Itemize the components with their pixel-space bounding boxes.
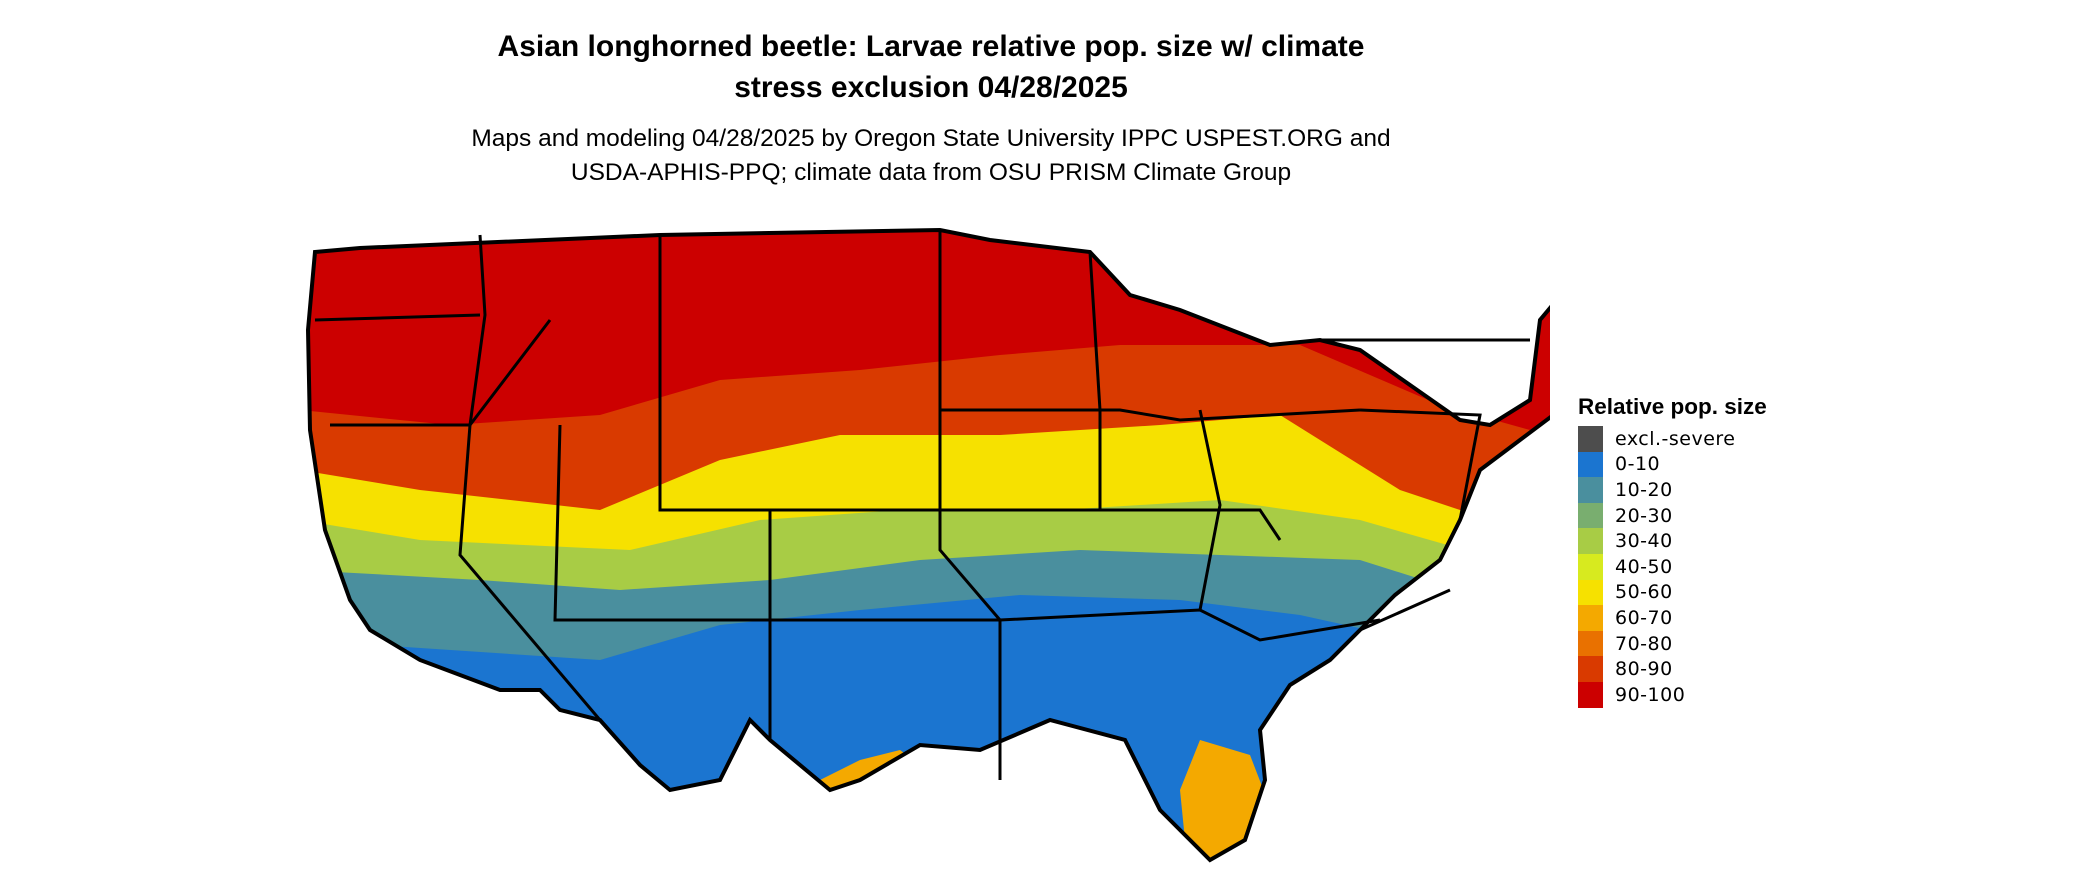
legend-item: 40-50	[1578, 553, 1767, 580]
legend-label: 20-30	[1615, 504, 1673, 527]
legend-items: excl.-severe 0-10 10-20 20-30 30-40 40-50 50-6…	[1578, 426, 1767, 708]
legend-swatch	[1578, 426, 1603, 452]
legend-label: 50-60	[1615, 581, 1673, 604]
legend-item: excl.-severe	[1578, 426, 1767, 452]
legend-label: excl.-severe	[1615, 427, 1736, 450]
legend-label: 10-20	[1615, 478, 1673, 501]
legend-item: 0-10	[1578, 451, 1767, 478]
legend-swatch	[1578, 502, 1603, 529]
legend-item: 50-60	[1578, 579, 1767, 606]
legend-item: 30-40	[1578, 528, 1767, 554]
legend-swatch	[1578, 477, 1603, 503]
legend-label: 30-40	[1615, 530, 1673, 553]
legend-title: Relative pop. size	[1578, 394, 1767, 419]
legend-label: 0-10	[1615, 453, 1661, 476]
climate-raster	[308, 230, 1550, 860]
legend-item: 60-70	[1578, 605, 1767, 631]
map-title-line1: Asian longhorned beetle: Larvae relative…	[497, 30, 1365, 63]
legend-label: 60-70	[1615, 606, 1673, 629]
legend-label: 90-100	[1615, 683, 1686, 706]
legend-item: 10-20	[1578, 477, 1767, 503]
legend-swatch	[1578, 553, 1603, 580]
legend-label: 70-80	[1615, 632, 1673, 655]
legend-swatch	[1578, 579, 1603, 606]
legend-swatch	[1578, 528, 1603, 554]
legend-swatch	[1578, 451, 1603, 478]
legend-swatch	[1578, 656, 1603, 682]
map-title: Asian longhorned beetle: Larvae relative…	[0, 26, 1862, 108]
zone-texas-coast	[770, 750, 960, 860]
legend-item: 90-100	[1578, 681, 1767, 708]
map-subtitle: Maps and modeling 04/28/2025 by Oregon S…	[0, 122, 1862, 190]
legend-swatch	[1578, 681, 1603, 708]
legend-swatch	[1578, 605, 1603, 631]
state-borders	[314, 230, 1530, 780]
map-subtitle-line2: USDA-APHIS-PPQ; climate data from OSU PR…	[570, 159, 1292, 186]
legend-item: 80-90	[1578, 656, 1767, 682]
legend-label: 80-90	[1615, 658, 1673, 681]
map-subtitle-line1: Maps and modeling 04/28/2025 by Oregon S…	[471, 125, 1391, 152]
legend-label: 40-50	[1615, 555, 1673, 578]
us-map	[305, 227, 1550, 863]
legend-item: 20-30	[1578, 502, 1767, 529]
legend: Relative pop. size excl.-severe 0-10 10-20…	[1578, 392, 1767, 708]
legend-swatch	[1578, 630, 1603, 657]
legend-item: 70-80	[1578, 630, 1767, 657]
us-outline	[305, 227, 1550, 863]
map-title-line2: stress exclusion 04/28/2025	[734, 71, 1128, 104]
